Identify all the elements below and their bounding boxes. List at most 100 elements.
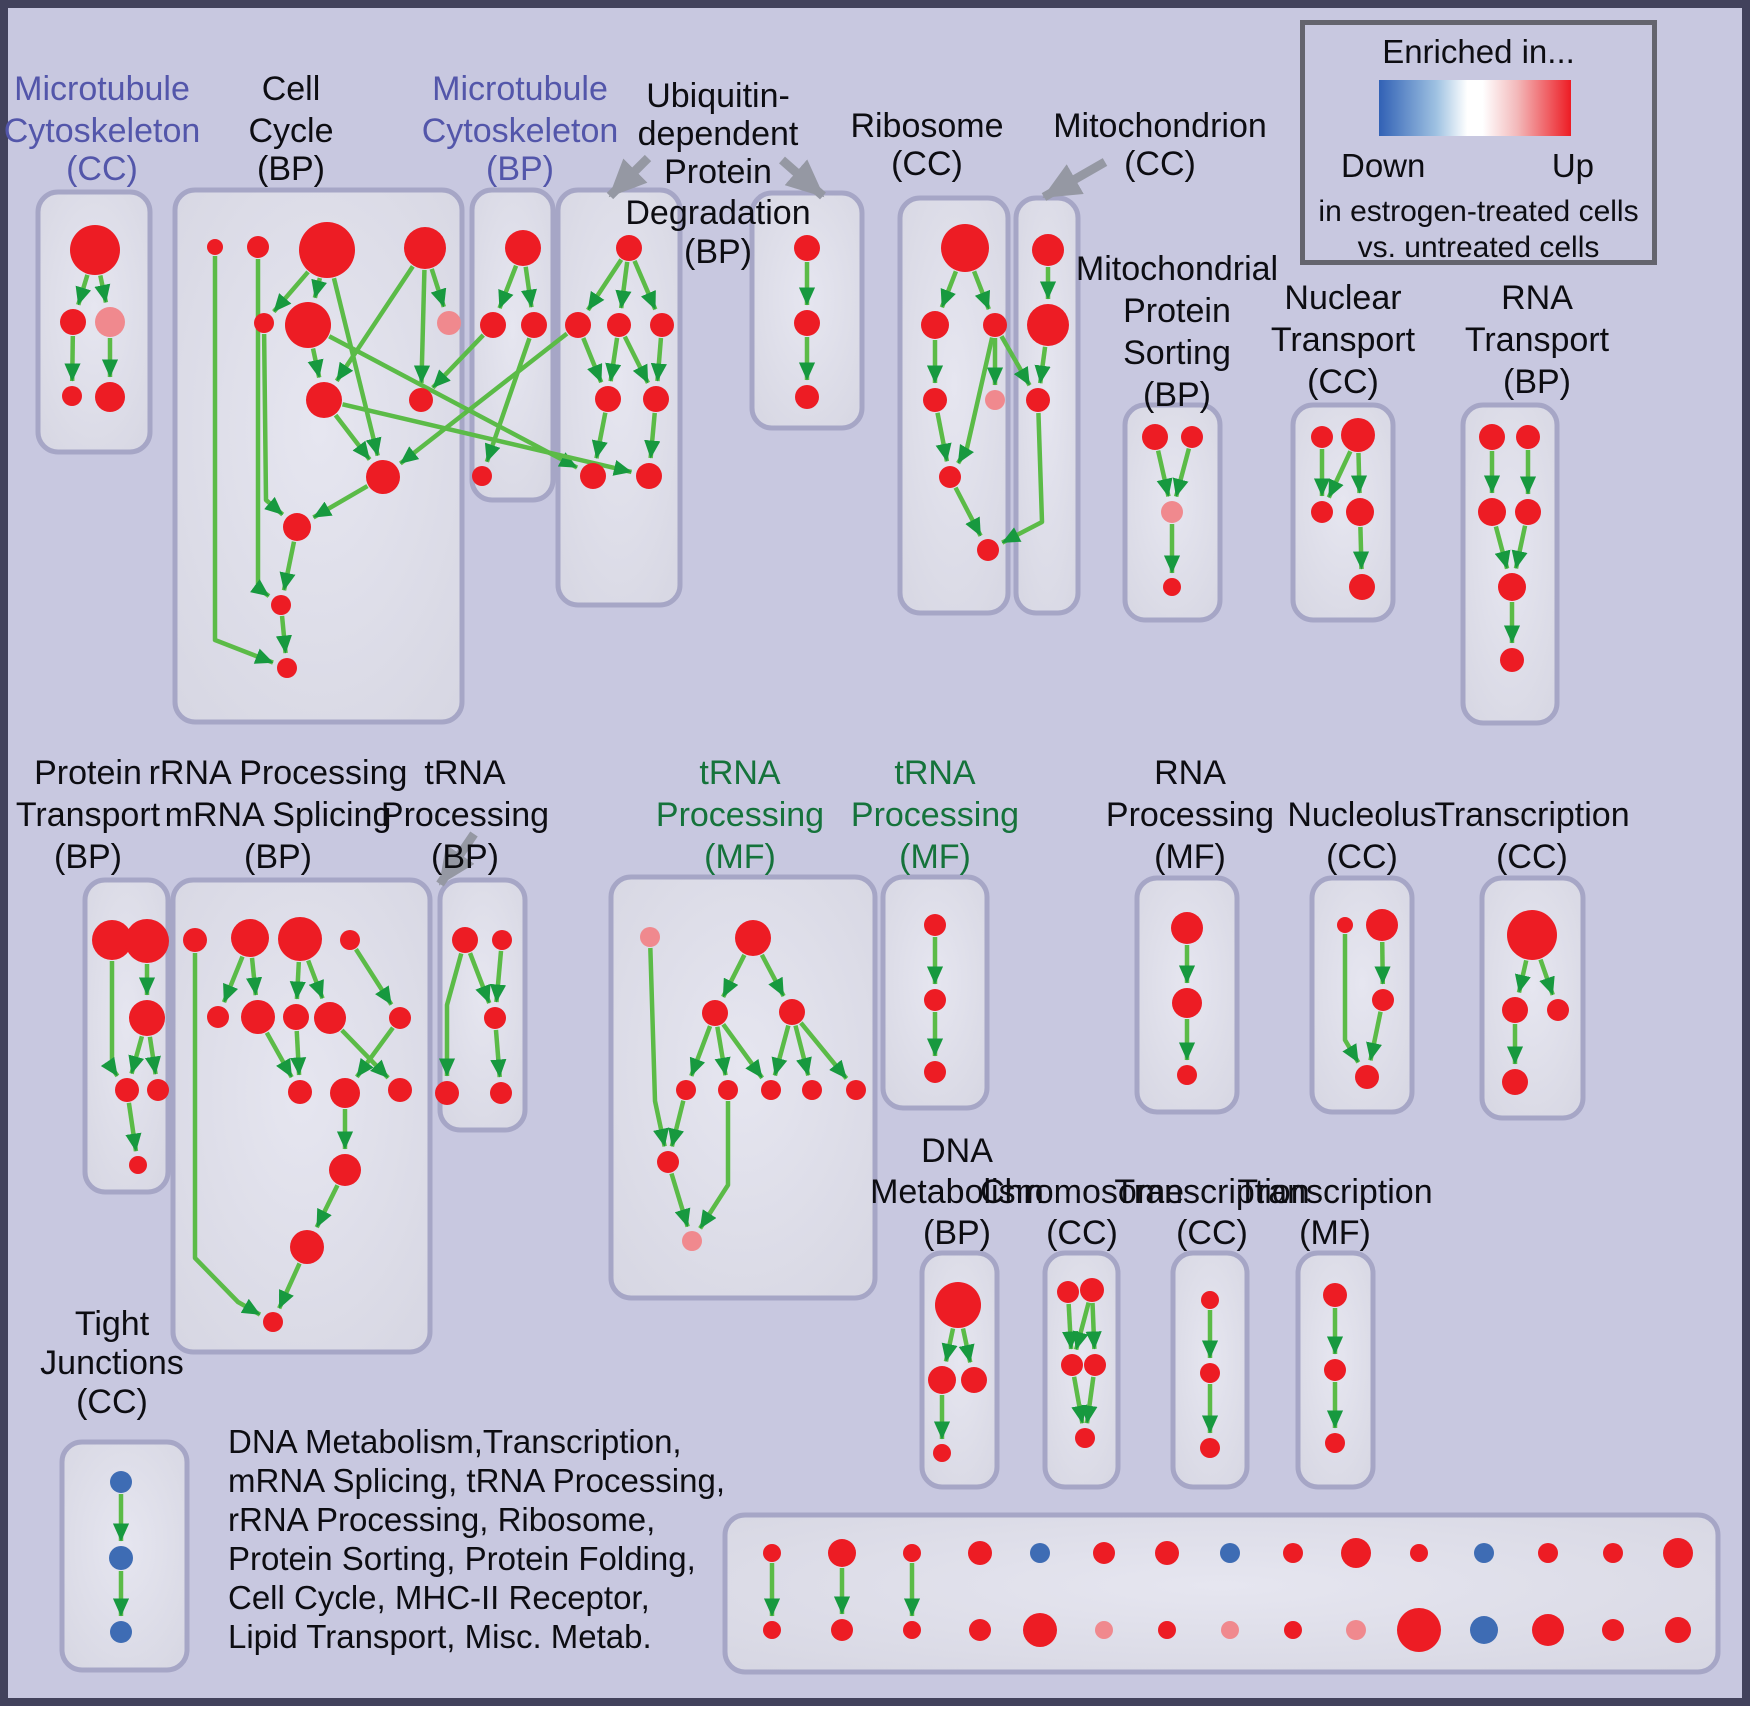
- note-line: rRNA Processing, Ribosome,: [228, 1501, 656, 1538]
- cluster-label-cell-cycle-bp: Cell Cycle (BP): [248, 70, 333, 188]
- go-term-node: [939, 466, 961, 488]
- go-term-node: [1474, 1543, 1494, 1563]
- edge-arrow: [935, 412, 952, 462]
- cluster-box: [35, 189, 153, 455]
- annotation-arrow-icon: [606, 154, 652, 200]
- go-term-node: [643, 386, 669, 412]
- go-term-node: [1346, 1620, 1366, 1640]
- edge-arrow: [939, 270, 959, 309]
- go-term-node: [1602, 1619, 1624, 1641]
- edge-arrow: [644, 412, 661, 459]
- edge-arrow: [334, 265, 415, 383]
- edge-arrow: [413, 269, 431, 384]
- edge-arrow: [650, 337, 667, 382]
- edge-arrow: [520, 266, 537, 308]
- go-term-node: [299, 222, 355, 278]
- edge-arrow: [275, 615, 292, 654]
- go-term-node: [676, 1080, 696, 1100]
- go-term-node: [921, 311, 949, 339]
- go-term-node: [1095, 1621, 1113, 1639]
- go-term-node: [1075, 1428, 1095, 1448]
- go-term-node: [1366, 909, 1398, 941]
- go-term-node: [1201, 1291, 1219, 1309]
- go-term-node: [1061, 1354, 1083, 1376]
- edge-arrow: [1538, 958, 1555, 996]
- go-term-node: [933, 1444, 951, 1462]
- edge-arrow: [1326, 450, 1353, 499]
- edge-arrow: [669, 1172, 691, 1228]
- summary-note-text: DNA Metabolism,Transcription, mRNA Splici…: [228, 1422, 725, 1656]
- go-term-node: [779, 999, 805, 1025]
- go-term-node: [1372, 989, 1394, 1011]
- cluster-box: [1460, 402, 1560, 726]
- go-term-node: [388, 1078, 412, 1102]
- edge-arrow: [1062, 1303, 1079, 1350]
- edge-arrow: [1374, 941, 1391, 985]
- go-term-node: [437, 311, 461, 335]
- go-term-node: [763, 1621, 781, 1639]
- edge-arrow: [314, 1184, 340, 1229]
- annotation-arrow-icon: [779, 156, 826, 200]
- go-term-node: [492, 930, 512, 950]
- cluster-box: [722, 1512, 1721, 1675]
- go-term-node: [314, 1002, 346, 1034]
- edge-arrow: [999, 335, 1032, 387]
- go-term-node: [1311, 501, 1333, 523]
- go-term-node: [657, 1151, 679, 1173]
- edge-arrow: [1071, 1376, 1088, 1424]
- go-term-node: [404, 227, 446, 269]
- go-term-node: [241, 1000, 275, 1034]
- edge-arrow: [212, 256, 274, 665]
- edge-arrow: [497, 264, 519, 310]
- note-line: DNA Metabolism,Transcription,: [228, 1423, 682, 1460]
- go-term-node: [125, 919, 169, 963]
- legend-gradient-bar-icon: [1379, 80, 1571, 136]
- go-term-node: [924, 1061, 946, 1083]
- go-term-node: [147, 1079, 169, 1101]
- go-term-node: [263, 1312, 283, 1332]
- cluster-label-transcription-cc-bottom: Transcription (CC): [1114, 1173, 1309, 1252]
- edge-arrow: [331, 277, 382, 457]
- cluster-label-mitochondrial-protein-sorting-bp: Mitochondrial Protein Sorting (BP): [1076, 250, 1278, 414]
- edge-arrow: [354, 948, 394, 1006]
- go-term-node: [505, 230, 541, 266]
- legend-down-label: Down: [1341, 147, 1426, 184]
- cluster-label-protein-transport-bp: Protein Transport (BP): [16, 754, 161, 876]
- edge-arrow: [307, 348, 324, 378]
- go-term-node: [802, 1080, 822, 1100]
- edge-arrow: [799, 1021, 849, 1080]
- go-term-node: [1665, 1617, 1691, 1643]
- edge-arrow: [75, 274, 92, 306]
- cluster-label-mitochondrion-cc: Mitochondrion (CC): [1053, 107, 1267, 183]
- go-term-node: [794, 235, 820, 261]
- go-term-node: [968, 1541, 992, 1565]
- go-term-node: [329, 1154, 361, 1186]
- edge-arrow: [64, 335, 81, 382]
- edge-arrow: [245, 957, 263, 996]
- edge-arrow: [312, 484, 369, 520]
- cluster-label-ribosome-cc: Ribosome (CC): [850, 107, 1003, 183]
- go-term-node: [1603, 1543, 1623, 1563]
- go-term-node: [1220, 1543, 1240, 1563]
- edge-arrow: [100, 961, 120, 1078]
- legend-up-label: Up: [1551, 147, 1594, 184]
- edge-arrow: [125, 1102, 142, 1152]
- go-term-node: [254, 313, 274, 333]
- edge-arrow: [1514, 959, 1531, 993]
- cluster-label-rna-processing-mf: RNA Processing (MF): [1106, 754, 1274, 876]
- go-term-node: [207, 239, 223, 255]
- go-term-node: [1283, 1543, 1303, 1563]
- go-term-node: [271, 595, 291, 615]
- go-term-node: [490, 1082, 512, 1104]
- edge-arrow: [429, 268, 447, 308]
- cluster-label-rna-transport-bp: RNA Transport (BP): [1465, 279, 1610, 401]
- go-term-node: [1325, 1433, 1345, 1453]
- edge-arrow: [306, 959, 325, 1000]
- go-term-node: [985, 390, 1005, 410]
- edge-arrow: [793, 1025, 812, 1077]
- go-term-node: [1032, 234, 1064, 266]
- go-term-node: [290, 1230, 324, 1264]
- go-term-node: [1026, 388, 1050, 412]
- go-term-node: [983, 313, 1007, 337]
